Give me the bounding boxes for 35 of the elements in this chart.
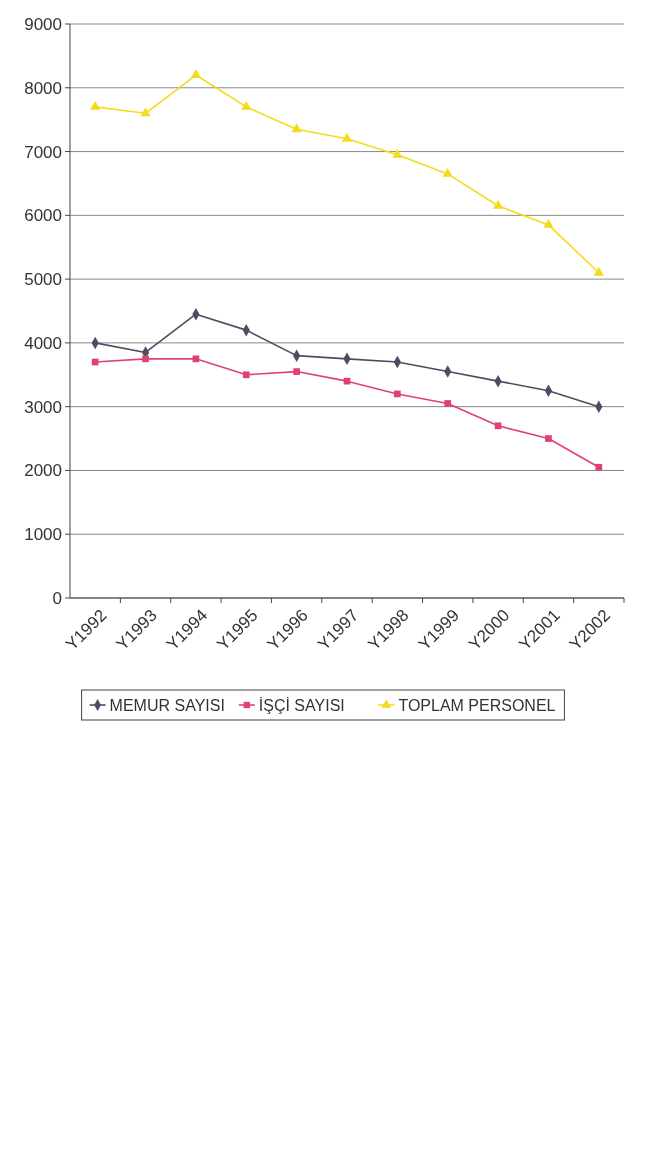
point [190,69,202,78]
point [593,266,604,276]
point [343,377,351,385]
point [543,219,554,228]
point [241,101,252,110]
point [595,463,603,471]
point [140,107,151,117]
point [192,355,200,363]
point [392,148,403,158]
y-tick-label: 6000 [24,206,62,226]
point [442,167,453,177]
point [242,371,250,379]
legend-label: MEMUR SAYISI [109,696,225,714]
point [142,355,149,363]
y-tick-label: 2000 [24,461,62,481]
point [444,400,452,407]
y-tick-label: 5000 [24,270,62,290]
y-tick-label: 0 [52,588,62,608]
y-tick-label: 1000 [24,525,62,545]
point [394,390,401,398]
y-tick-label: 4000 [24,333,62,353]
point [90,101,101,110]
point [545,435,552,442]
point [293,368,300,375]
point [291,123,302,133]
y-tick-label: 7000 [24,142,62,162]
point [341,132,353,142]
point [494,422,502,430]
point [91,358,99,366]
y-tick-label: 8000 [24,78,62,98]
y-tick-label: 9000 [24,14,62,34]
legend-label: TOPLAM PERSONEL [398,696,556,714]
y-tick-label: 3000 [24,397,62,417]
point [492,199,504,209]
legend-label: İŞÇİ SAYISI [258,695,345,714]
